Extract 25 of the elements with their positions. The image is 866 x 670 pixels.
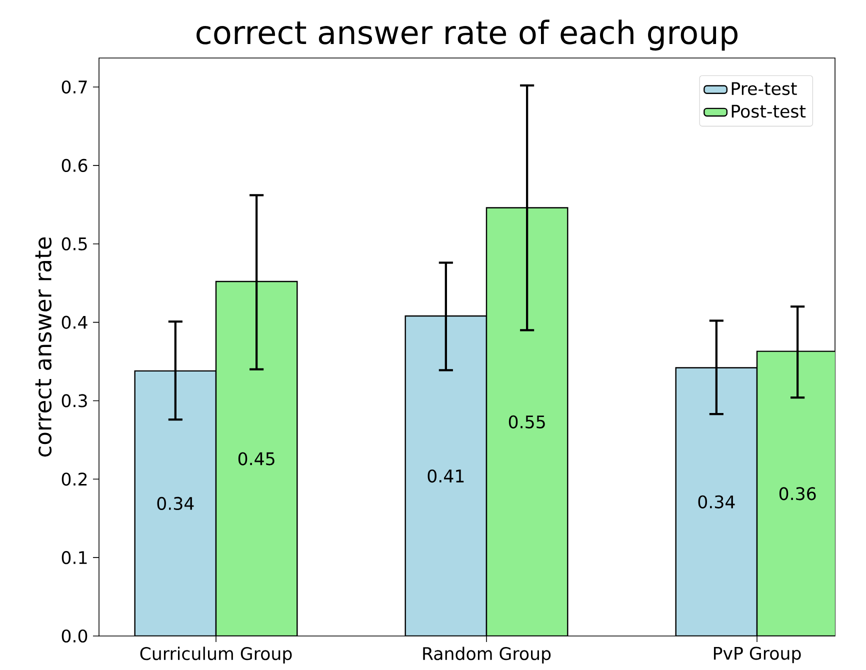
- bar: [486, 207, 568, 636]
- data-label: 0.36: [779, 487, 816, 500]
- y-tick-label: 0.5: [62, 237, 87, 250]
- y-tick-label: 0.3: [62, 394, 87, 408]
- bar: [134, 370, 217, 636]
- x-tick-label: Curriculum Group: [140, 646, 292, 664]
- legend-label: Pre-test: [732, 82, 797, 96]
- y-tick-label: 0.0: [62, 629, 88, 643]
- y-tick-label: 0.4: [62, 316, 88, 329]
- chart-title: correct answer rate of each group: [196, 20, 738, 51]
- data-label: 0.34: [157, 496, 194, 510]
- data-label: 0.41: [428, 469, 464, 483]
- y-tick-label: 0.2: [62, 472, 87, 486]
- y-tick-label: 0.1: [62, 551, 87, 564]
- x-tick-label: PvP Group: [714, 646, 801, 664]
- data-label: 0.34: [698, 495, 735, 508]
- legend-label: Post-test: [732, 104, 806, 118]
- y-tick-label: 0.6: [62, 158, 88, 172]
- bar: [215, 280, 298, 636]
- y-tick-label: 0.7: [62, 80, 87, 94]
- x-tick-label: Random Group: [423, 646, 551, 664]
- data-label: 0.55: [508, 415, 545, 428]
- bar: [404, 315, 488, 636]
- y-axis-title: correct answer rate: [35, 237, 52, 457]
- data-label: 0.45: [238, 452, 274, 466]
